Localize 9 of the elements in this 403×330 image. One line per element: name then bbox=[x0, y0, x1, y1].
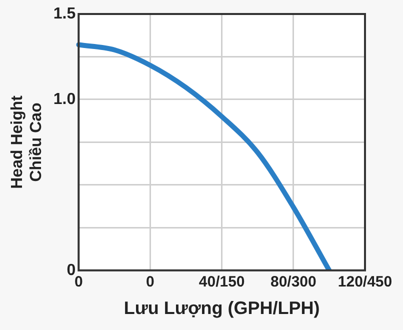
x-tick-label: 80/300 bbox=[270, 274, 316, 291]
x-tick-label: 120/450 bbox=[338, 274, 392, 291]
x-tick-label: 0 bbox=[146, 274, 154, 291]
y-tick-label: 1.5 bbox=[53, 5, 76, 22]
y-tick-label: 0 bbox=[66, 262, 76, 279]
x-tick-label: 40/150 bbox=[198, 274, 245, 291]
y-tick-label: 1.0 bbox=[53, 90, 76, 108]
y-axis-title: Head Height Chiều Cao bbox=[9, 94, 46, 189]
x-axis-title: Lưu Lượng (GPH/LPH) bbox=[124, 298, 320, 318]
